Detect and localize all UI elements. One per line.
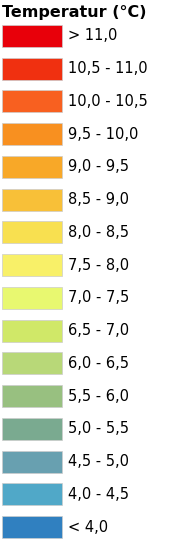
Text: Temperatur (°C): Temperatur (°C)	[2, 5, 146, 20]
Text: 4,5 - 5,0: 4,5 - 5,0	[68, 454, 129, 469]
Bar	[2, 25, 62, 47]
Text: 10,5 - 11,0: 10,5 - 11,0	[68, 61, 148, 76]
Bar	[2, 516, 62, 538]
Text: 7,0 - 7,5: 7,0 - 7,5	[68, 291, 129, 306]
Text: 5,5 - 6,0: 5,5 - 6,0	[68, 389, 129, 404]
Bar	[2, 287, 62, 309]
Bar	[2, 254, 62, 276]
Bar	[2, 483, 62, 505]
Text: 5,0 - 5,5: 5,0 - 5,5	[68, 421, 129, 436]
Bar	[2, 353, 62, 374]
Text: 9,0 - 9,5: 9,0 - 9,5	[68, 160, 129, 175]
Bar	[2, 58, 62, 80]
Text: 4,0 - 4,5: 4,0 - 4,5	[68, 487, 129, 502]
Text: > 11,0: > 11,0	[68, 29, 117, 44]
Text: 10,0 - 10,5: 10,0 - 10,5	[68, 94, 148, 109]
Text: < 4,0: < 4,0	[68, 520, 108, 535]
Bar	[2, 222, 62, 244]
Text: 9,5 - 10,0: 9,5 - 10,0	[68, 127, 138, 142]
Bar	[2, 156, 62, 178]
Bar	[2, 451, 62, 473]
Text: 6,0 - 6,5: 6,0 - 6,5	[68, 356, 129, 371]
Bar	[2, 189, 62, 211]
Text: 8,5 - 9,0: 8,5 - 9,0	[68, 192, 129, 207]
Text: 8,0 - 8,5: 8,0 - 8,5	[68, 225, 129, 240]
Bar	[2, 320, 62, 342]
Bar	[2, 91, 62, 113]
Text: 7,5 - 8,0: 7,5 - 8,0	[68, 258, 129, 273]
Text: 6,5 - 7,0: 6,5 - 7,0	[68, 323, 129, 338]
Bar	[2, 418, 62, 440]
Bar	[2, 385, 62, 407]
Bar	[2, 123, 62, 145]
